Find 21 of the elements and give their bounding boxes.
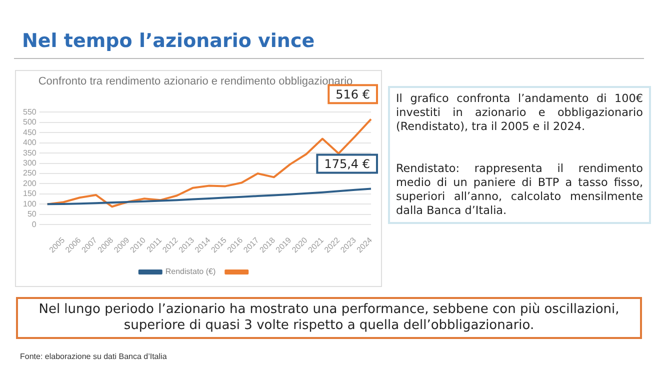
y-tick-label: 150 <box>22 189 37 198</box>
y-tick-label: 50 <box>27 210 37 219</box>
chart-subtitle: Confronto tra rendimento azionario e rendimento obbligazionario <box>38 76 353 88</box>
y-tick-label: 100 <box>22 199 37 208</box>
y-tick-label: 450 <box>22 128 37 137</box>
y-tick-label: 250 <box>22 168 37 178</box>
legend-label: Rendistato (€) <box>165 267 216 276</box>
y-tick-label: 0 <box>32 220 37 229</box>
text: Rendistato: rappresenta il rendimento medio di un paniere di BTP a tasso fisso, superiori all’anno, calcolato mensilmente dalla Banca d’Italia. <box>396 162 643 218</box>
annotation: 516 € <box>336 87 370 102</box>
y-tick-label: 500 <box>22 118 37 127</box>
source-note: Fonte: elaborazione su dati Banca d’Italia <box>20 352 167 361</box>
chart-title: Nel tempo l’azionario vince <box>22 30 315 52</box>
y-tick-label: 400 <box>22 138 37 148</box>
y-tick-label: 350 <box>22 148 37 158</box>
annotation: 175,4 € <box>324 156 370 171</box>
y-tick-label: 200 <box>22 178 37 188</box>
y-tick-label: 550 <box>22 107 37 116</box>
y-tick-label: 300 <box>22 158 37 168</box>
text: Nel lungo periodo l’azionario ha mostrato una performance, sebbene con più oscillazioni, superiore di quasi 3 volte rispetto a quella dell’obbligazionario. <box>16 297 642 339</box>
text: Il grafico confronta l’andamento di 100€ investiti in azionario e obbligazionario (Rendistato), tra il 2005 e il 2024. <box>396 92 643 134</box>
